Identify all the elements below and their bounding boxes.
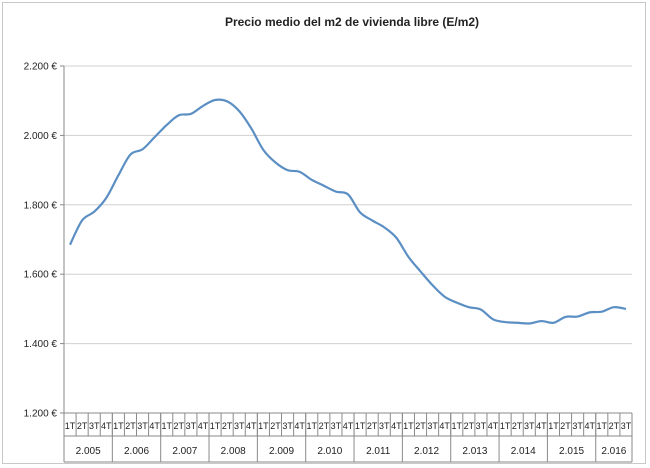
x-axis: 1T 2T 3T 4T 1T 2T 3T 4T 1T 2T 3T 4T 1T 2T 3T 4T 1T 2T 3T 4T… xyxy=(63,413,633,463)
quarter-tick-label: 2T xyxy=(560,421,571,431)
y-axis: 1.200 € 1.400 € 1.600 € 1.800 € 2.000 € 2.200… xyxy=(24,62,65,420)
quarter-tick-label: 4T xyxy=(149,421,160,431)
quarter-tick-label: 3T xyxy=(234,421,245,431)
quarter-tick-label: 4T xyxy=(584,421,595,431)
year-tick-label: 2.007 xyxy=(172,446,197,457)
quarter-tick-label: 3T xyxy=(379,421,390,431)
quarter-tick-label: 2T xyxy=(512,421,523,431)
year-tick-label: 2.015 xyxy=(559,446,584,457)
quarter-tick-label: 3T xyxy=(476,421,487,431)
quarter-tick-label: 1T xyxy=(403,421,414,431)
quarter-tick-label: 3T xyxy=(137,421,148,431)
chart-frame xyxy=(2,2,646,464)
quarter-tick-label: 3T xyxy=(331,421,342,431)
quarter-tick-label: 1T xyxy=(65,421,76,431)
quarter-tick-label: 4T xyxy=(198,421,209,431)
quarter-tick-label: 4T xyxy=(101,421,112,431)
year-tick-label: 2.010 xyxy=(317,446,342,457)
quarter-tick-label: 2T xyxy=(609,421,620,431)
quarter-tick-label: 2T xyxy=(77,421,88,431)
quarter-tick-label: 2T xyxy=(464,421,475,431)
quarter-tick-label: 4T xyxy=(536,421,547,431)
quarter-tick-label: 3T xyxy=(427,421,438,431)
quarter-tick-label: 3T xyxy=(282,421,293,431)
y-tick-label: 2.000 € xyxy=(24,131,58,142)
quarter-tick-label: 1T xyxy=(452,421,463,431)
quarter-tick-label: 1T xyxy=(113,421,124,431)
year-tick-label: 2.005 xyxy=(76,446,101,457)
quarter-tick-label: 1T xyxy=(548,421,559,431)
year-tick-label: 2.009 xyxy=(269,446,294,457)
quarter-tick-label: 4T xyxy=(439,421,450,431)
quarter-tick-label: 3T xyxy=(621,421,632,431)
quarter-tick-label: 3T xyxy=(572,421,583,431)
y-tick-label: 1.600 € xyxy=(24,270,58,281)
quarter-tick-label: 3T xyxy=(524,421,535,431)
year-tick-label: 2.011 xyxy=(366,446,391,457)
quarter-tick-label: 1T xyxy=(210,421,221,431)
quarter-tick-label: 4T xyxy=(343,421,354,431)
quarter-tick-label: 3T xyxy=(89,421,100,431)
quarter-tick-label: 1T xyxy=(355,421,366,431)
y-tick-label: 1.800 € xyxy=(24,200,58,211)
quarter-tick-label: 4T xyxy=(294,421,305,431)
year-tick-label: 2.016 xyxy=(601,446,626,457)
quarter-tick-label: 2T xyxy=(319,421,330,431)
quarter-tick-label: 2T xyxy=(222,421,233,431)
data-points xyxy=(69,99,627,325)
gridlines xyxy=(64,65,632,414)
year-tick-label: 2.013 xyxy=(462,446,487,457)
y-tick-label: 1.400 € xyxy=(24,339,58,350)
quarter-tick-label: 4T xyxy=(391,421,402,431)
quarter-tick-label: 1T xyxy=(161,421,172,431)
y-tick-label: 1.200 € xyxy=(24,409,58,420)
quarter-tick-label: 1T xyxy=(258,421,269,431)
y-tick-label: 2.200 € xyxy=(24,62,58,73)
year-tick-label: 2.014 xyxy=(511,446,536,457)
chart-title: Precio medio del m2 de vivienda libre (E… xyxy=(225,15,479,29)
quarter-tick-label: 1T xyxy=(500,421,511,431)
quarter-tick-label: 2T xyxy=(174,421,185,431)
year-tick-label: 2.008 xyxy=(221,446,246,457)
year-tick-label: 2.012 xyxy=(414,446,439,457)
quarter-tick-label: 1T xyxy=(597,421,608,431)
quarter-tick-label: 4T xyxy=(246,421,257,431)
quarter-tick-label: 2T xyxy=(270,421,281,431)
quarter-tick-label: 1T xyxy=(306,421,317,431)
year-tick-label: 2.006 xyxy=(124,446,149,457)
quarter-tick-label: 4T xyxy=(488,421,499,431)
price-series-line xyxy=(69,98,627,325)
quarter-tick-label: 2T xyxy=(415,421,426,431)
quarter-tick-label: 3T xyxy=(186,421,197,431)
quarter-tick-label: 2T xyxy=(367,421,378,431)
quarter-tick-label: 2T xyxy=(125,421,136,431)
